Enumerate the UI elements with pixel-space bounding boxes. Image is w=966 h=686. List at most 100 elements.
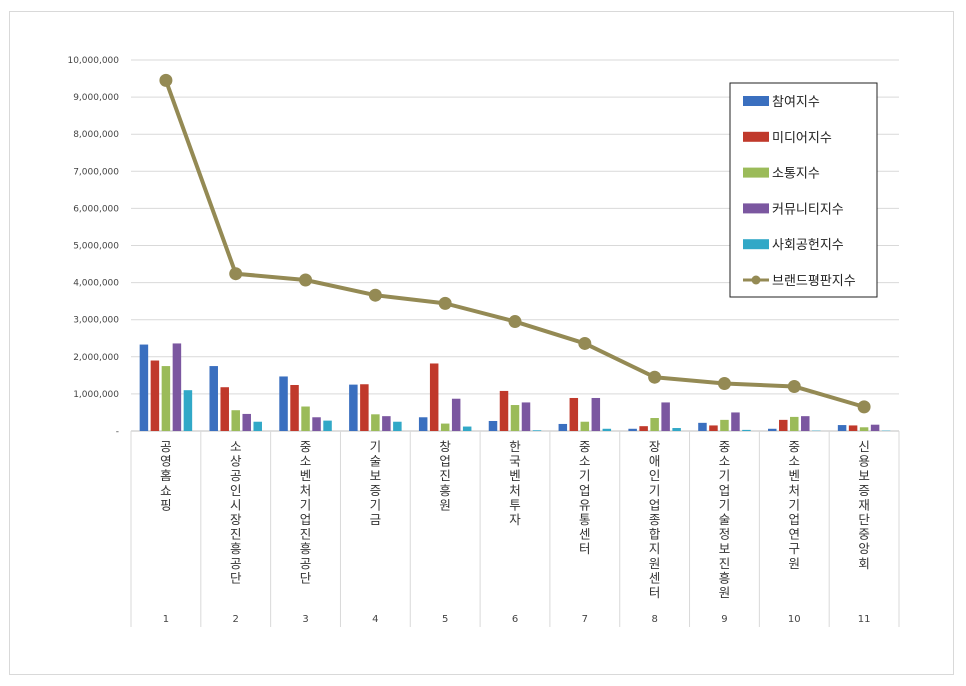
legend-swatch-참여지수 [743,96,769,106]
bar-커뮤니티지수-2 [242,413,251,431]
bar-커뮤니티지수-10 [801,416,810,431]
rank-label: 11 [858,614,871,625]
legend-label-참여지수: 참여지수 [772,95,820,110]
bar-사회공헌지수-5 [462,426,472,431]
bar-미디어지수-7 [569,397,579,431]
legend-swatch-사회공헌지수 [743,239,769,250]
bar-참여지수-9 [698,422,707,431]
point-브랜드평판지수-6 [508,315,522,329]
point-브랜드평판지수-7 [578,336,592,350]
rank-label: 1 [163,614,169,625]
bar-미디어지수-10 [779,419,788,431]
rank-label: 10 [788,614,801,625]
bar-소통지수-1 [161,366,171,431]
bar-사회공헌지수-1 [183,390,193,431]
rank-label: 8 [651,614,657,625]
bar-커뮤니티지수-8 [661,402,670,431]
bar-참여지수-4 [349,384,358,431]
bar-소통지수-2 [231,410,240,431]
bar-미디어지수-9 [709,425,718,431]
rank-label: 4 [372,614,378,625]
point-브랜드평판지수-9 [717,377,731,391]
y-tick-label: 3,000,000 [73,316,119,326]
legend-label-커뮤니티지수: 커뮤니티지수 [772,202,844,217]
bar-미디어지수-2 [220,387,229,431]
bar-커뮤니티지수-3 [312,417,321,431]
legend-swatch-marker [751,275,761,285]
legend-label-소통지수: 소통지수 [772,167,820,182]
rank-label: 3 [302,614,308,625]
y-tick-label: 8,000,000 [73,130,119,140]
rank-label: 2 [233,614,239,625]
bar-소통지수-10 [790,416,799,431]
bar-참여지수-3 [279,376,288,431]
bar-사회공헌지수-6 [532,430,542,431]
y-tick-label: 10,000,000 [67,56,119,66]
bar-커뮤니티지수-4 [382,416,391,431]
bar-미디어지수-5 [429,363,439,431]
bar-참여지수-5 [418,417,428,431]
y-tick-label: 1,000,000 [73,390,119,400]
point-브랜드평판지수-4 [368,288,382,302]
bar-소통지수-6 [510,405,520,431]
bar-커뮤니티지수-9 [731,412,740,431]
legend-swatch-커뮤니티지수 [743,203,769,214]
y-tick-label: 5,000,000 [73,242,119,252]
bar-소통지수-4 [371,414,380,431]
bar-사회공헌지수-9 [742,429,751,431]
bar-소통지수-8 [650,418,659,431]
point-브랜드평판지수-11 [857,400,871,414]
y-tick-label: - [116,427,119,437]
bar-커뮤니티지수-11 [870,424,880,431]
bar-소통지수-7 [580,421,590,431]
bar-소통지수-3 [301,406,310,431]
y-tick-label: 4,000,000 [73,279,119,289]
bar-커뮤니티지수-7 [591,397,601,431]
bar-소통지수-9 [720,419,729,431]
rank-label: 9 [721,614,727,625]
bar-미디어지수-11 [848,425,858,431]
bar-참여지수-1 [139,344,149,431]
point-브랜드평판지수-2 [229,267,243,281]
bar-소통지수-11 [859,427,869,431]
bar-소통지수-5 [440,423,450,431]
legend-label-사회공헌지수: 사회공헌지수 [772,238,844,253]
bar-미디어지수-3 [290,384,299,431]
bar-참여지수-8 [628,428,637,431]
y-tick-label: 2,000,000 [73,353,119,363]
legend-label-브랜드평판지수: 브랜드평판지수 [772,274,856,289]
legend-swatch-미디어지수 [743,131,769,142]
bar-미디어지수-6 [499,390,509,431]
bar-커뮤니티지수-1 [172,343,182,431]
bar-참여지수-7 [558,423,568,431]
rank-label: 6 [512,614,518,625]
point-브랜드평판지수-1 [159,73,173,87]
rank-label: 7 [582,614,588,625]
y-tick-label: 7,000,000 [73,167,119,177]
bar-사회공헌지수-7 [602,428,612,431]
bar-참여지수-2 [209,366,218,431]
bar-사회공헌지수-8 [672,428,681,431]
bar-참여지수-11 [837,425,847,431]
point-브랜드평판지수-10 [787,379,801,393]
legend-label-미디어지수: 미디어지수 [772,131,832,146]
legend-box [729,82,878,298]
bar-미디어지수-1 [150,360,160,431]
bar-사회공헌지수-3 [323,420,332,431]
point-브랜드평판지수-5 [438,296,452,310]
point-브랜드평판지수-3 [299,273,313,287]
bar-참여지수-6 [488,420,498,431]
bar-커뮤니티지수-6 [521,402,531,431]
legend-swatch-소통지수 [743,167,769,178]
y-tick-label: 9,000,000 [73,93,119,103]
bar-사회공헌지수-4 [393,421,402,431]
